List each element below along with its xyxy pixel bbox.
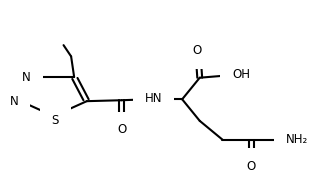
- Text: N: N: [10, 95, 18, 108]
- Text: HN: HN: [145, 92, 162, 105]
- Text: O: O: [193, 44, 202, 57]
- Text: NH₂: NH₂: [285, 132, 308, 146]
- Text: OH: OH: [232, 68, 250, 81]
- Text: O: O: [246, 160, 256, 173]
- Text: S: S: [51, 114, 59, 127]
- Text: N: N: [22, 70, 31, 84]
- Text: O: O: [117, 123, 127, 136]
